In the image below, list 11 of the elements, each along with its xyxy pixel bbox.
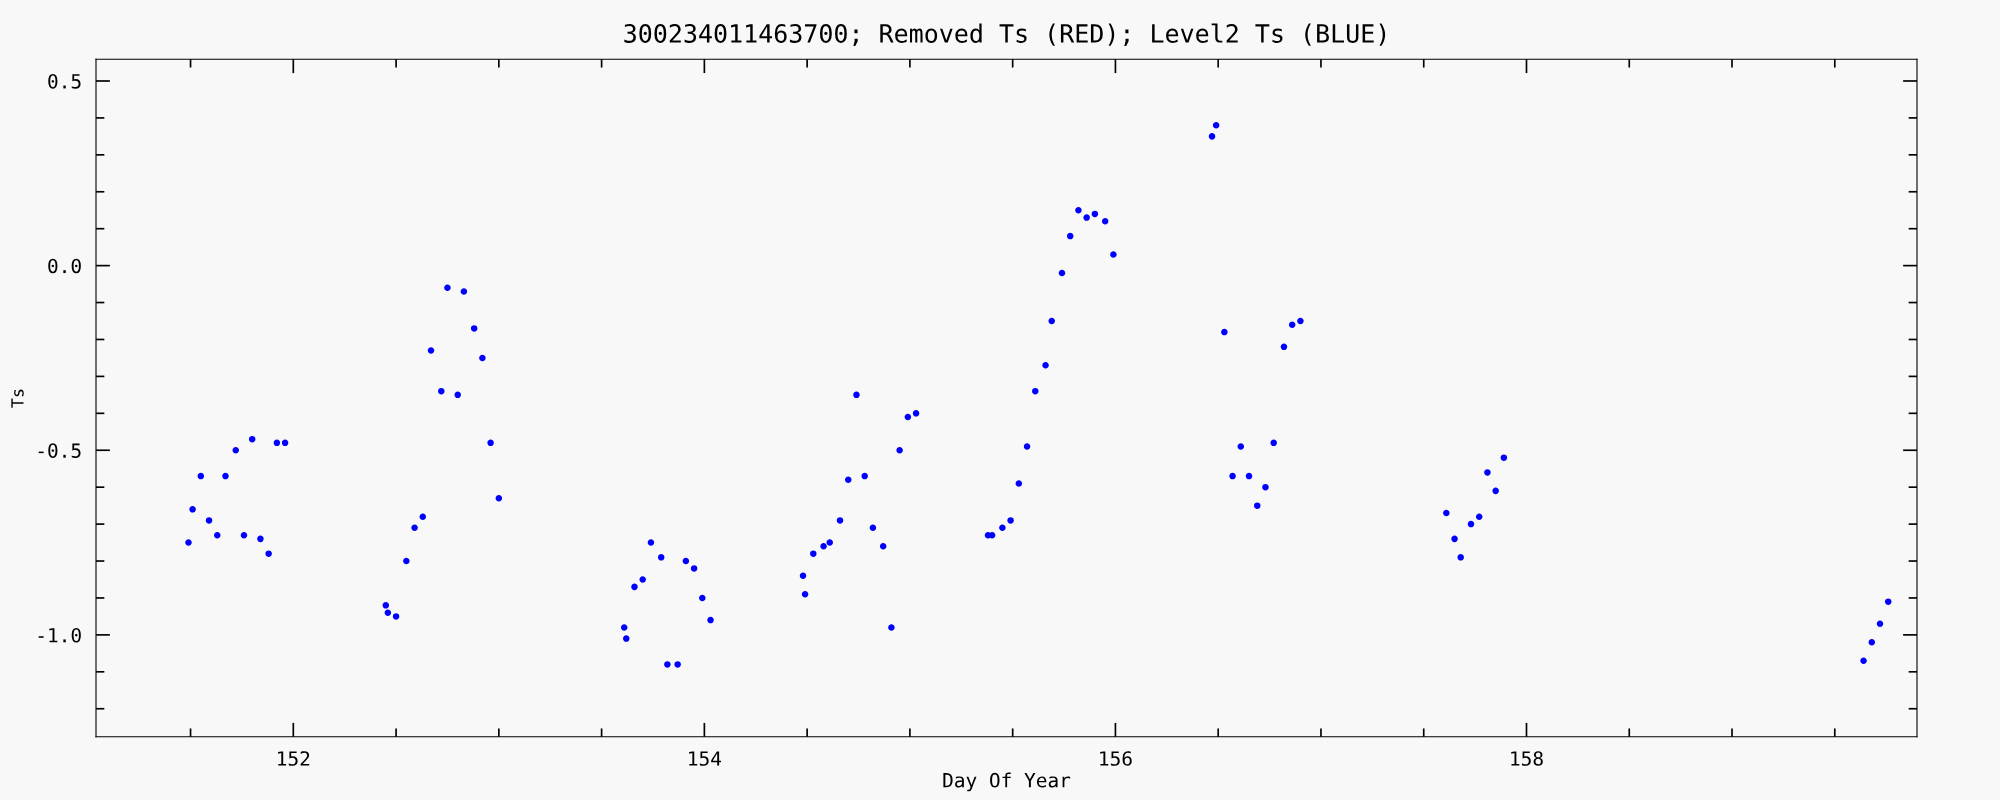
y-tick-label: 0.5 <box>48 73 81 89</box>
x-tick-label: 158 <box>1511 751 1543 766</box>
y-axis-title: Ts <box>11 389 24 408</box>
x-axis-title: Day Of Year <box>943 772 1071 792</box>
y-tick-label: -0.5 <box>38 443 81 458</box>
chart-title: 300234011463700; Removed Ts (RED); Level2 Ts (BLUE) <box>624 23 1386 47</box>
x-tick-label: 156 <box>1100 751 1132 766</box>
x-tick-label: 152 <box>278 751 310 766</box>
y-tick-label: 0.0 <box>48 258 81 274</box>
y-tick-label: -1.0 <box>38 627 81 643</box>
x-tick-label: 154 <box>689 751 721 766</box>
